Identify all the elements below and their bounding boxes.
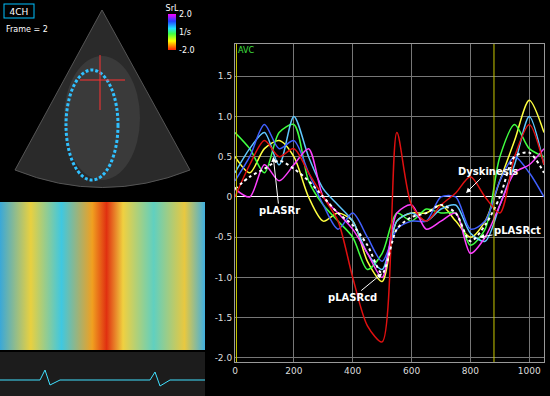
svg-text:-0.5: -0.5	[215, 232, 233, 242]
svg-text:pLASRct: pLASRct	[494, 225, 541, 236]
svg-text:-2.0: -2.0	[215, 353, 233, 363]
svg-text:pLASRr: pLASRr	[259, 205, 300, 216]
svg-text:-1.5: -1.5	[215, 313, 233, 323]
svg-text:400: 400	[344, 366, 361, 376]
svg-text:0: 0	[232, 366, 238, 376]
svg-text:pLASRcd: pLASRcd	[328, 292, 377, 303]
svg-text:SrL: SrL	[166, 4, 179, 13]
svg-text:1/s: 1/s	[179, 28, 191, 37]
svg-text:800: 800	[462, 366, 479, 376]
svg-text:Dyskinesis: Dyskinesis	[458, 166, 518, 177]
svg-text:1000: 1000	[518, 366, 541, 376]
svg-text:-1.0: -1.0	[215, 273, 233, 283]
svg-text:AVC: AVC	[238, 46, 254, 55]
svg-text:4CH: 4CH	[10, 7, 29, 17]
svg-text:1.0: 1.0	[218, 112, 233, 122]
svg-text:0.5: 0.5	[218, 152, 232, 162]
svg-text:Frame = 2: Frame = 2	[6, 25, 48, 34]
svg-text:0: 0	[226, 192, 232, 202]
svg-text:600: 600	[403, 366, 420, 376]
svg-text:-2.0: -2.0	[179, 46, 195, 55]
svg-text:200: 200	[285, 366, 302, 376]
svg-text:2.0: 2.0	[179, 10, 192, 19]
svg-text:1.5: 1.5	[218, 71, 232, 81]
